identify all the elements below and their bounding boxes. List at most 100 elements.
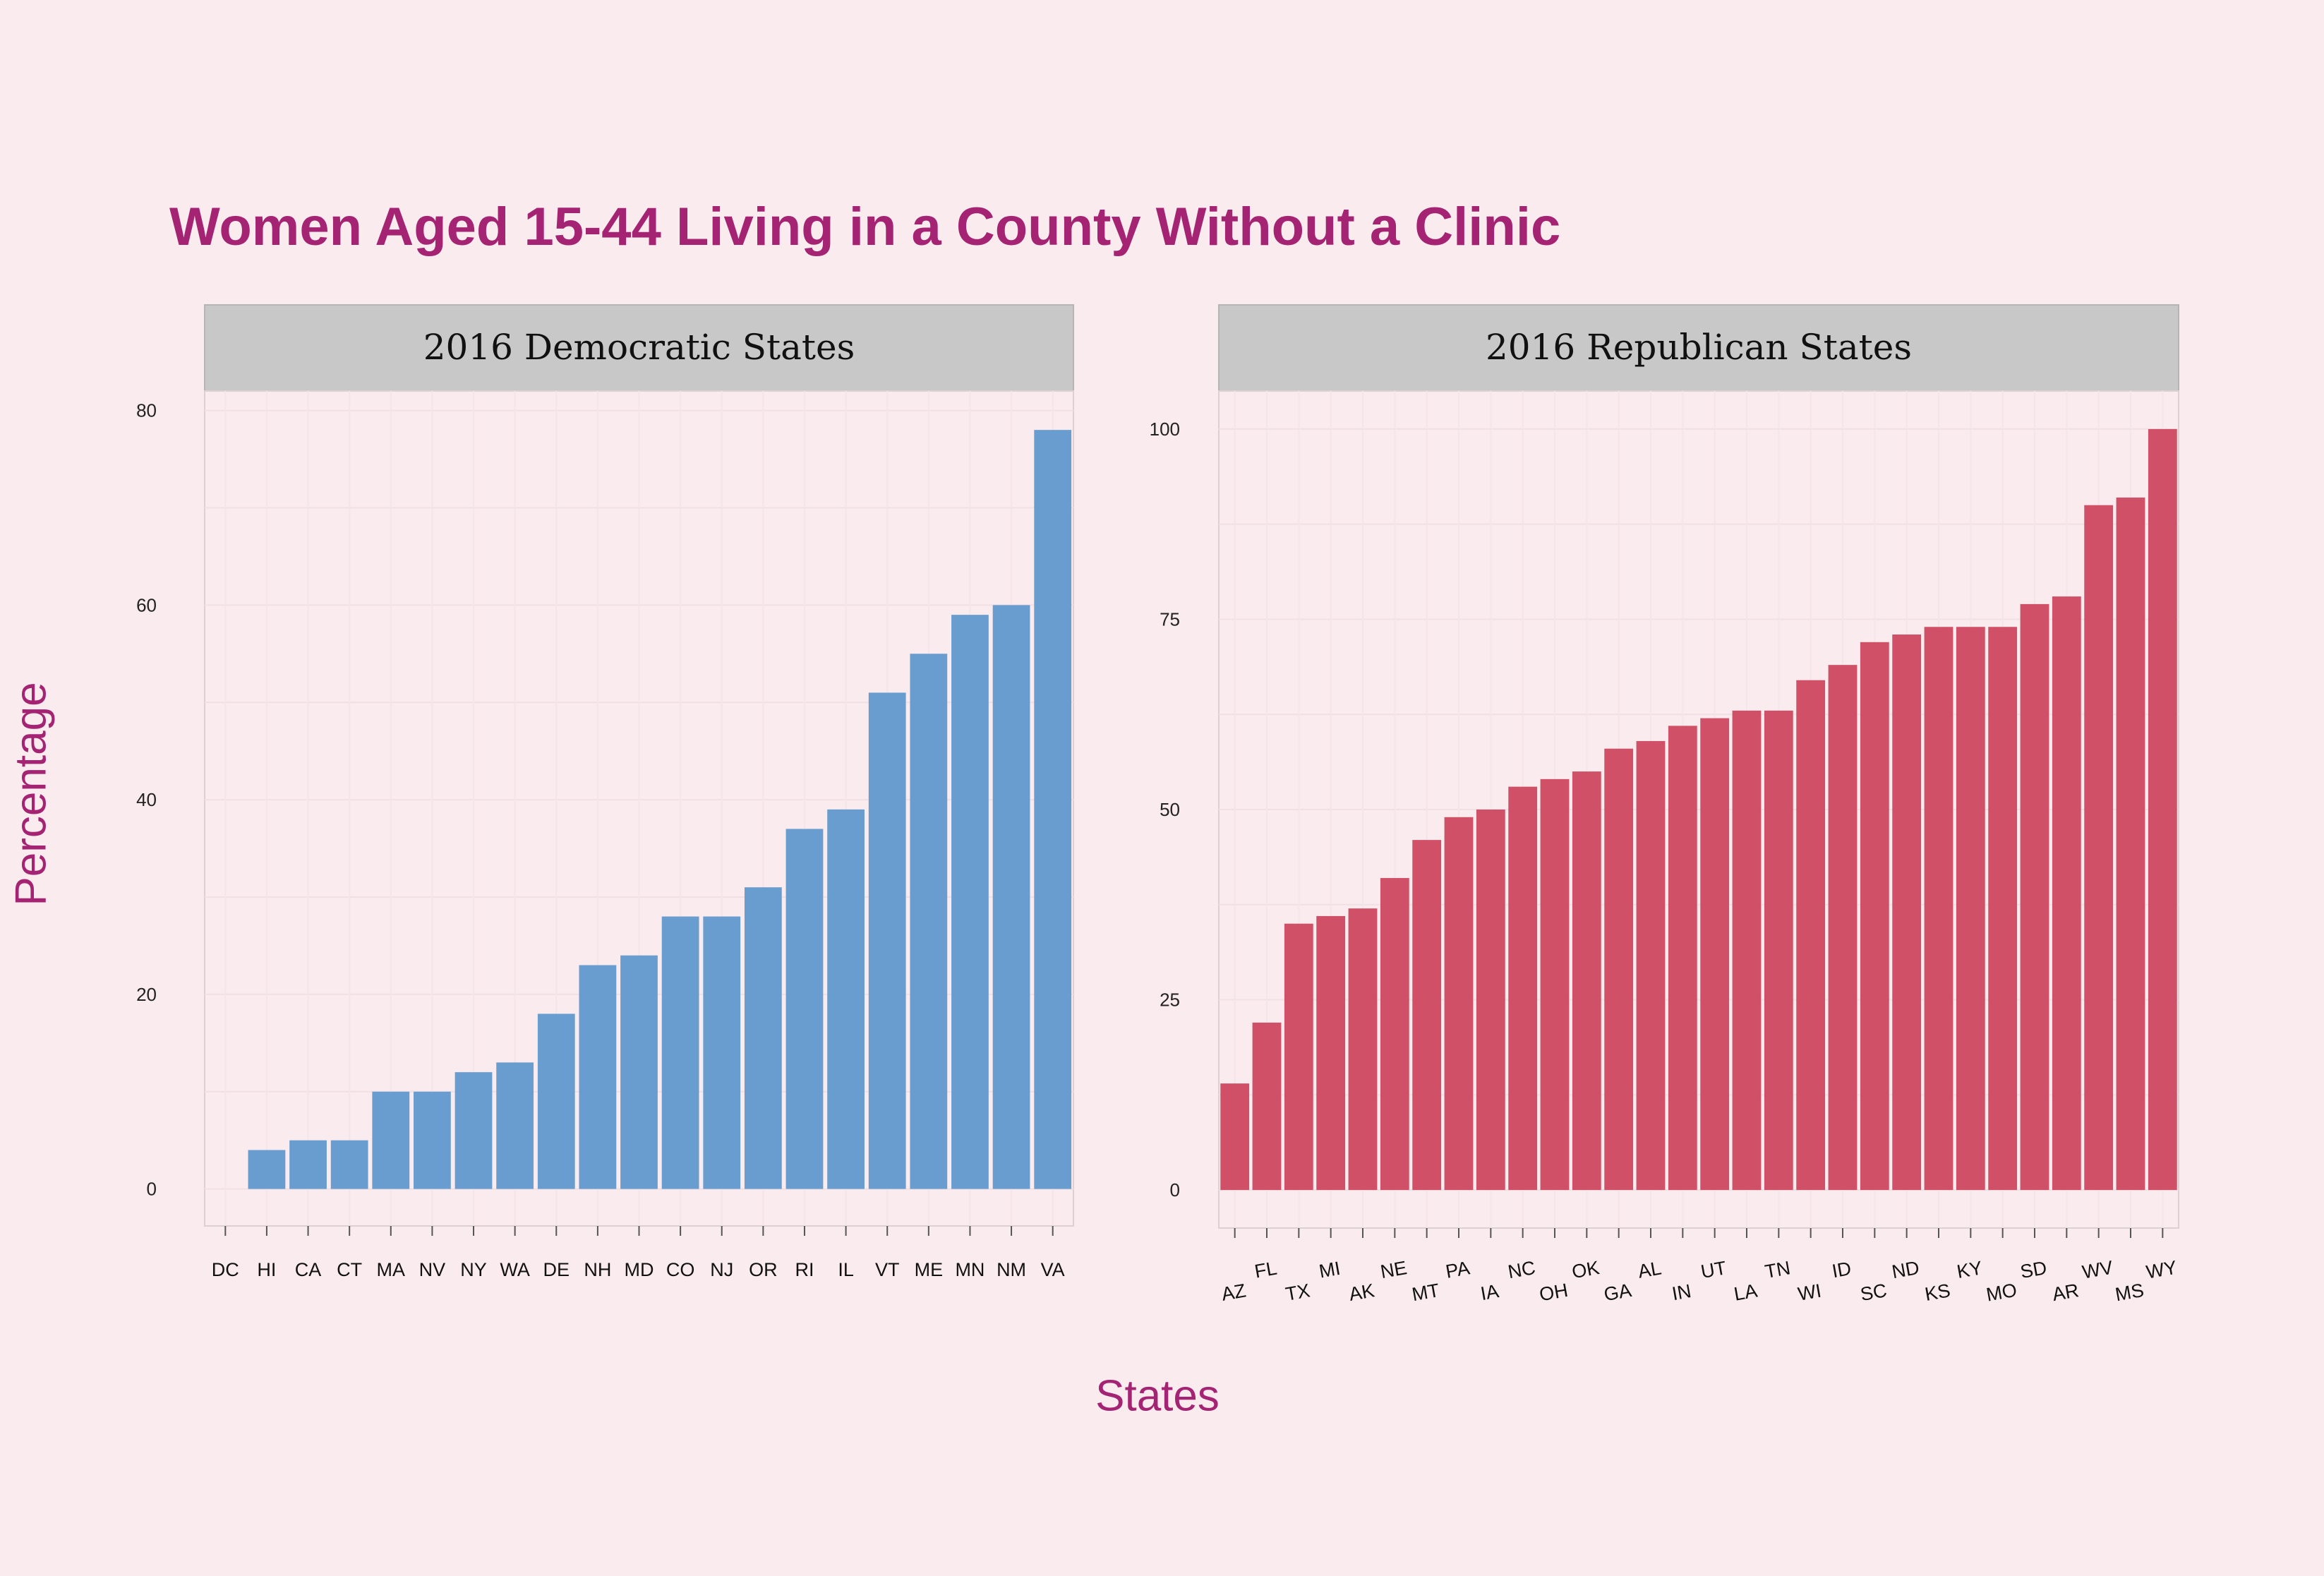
rep-bar-MI: [1316, 915, 1346, 1191]
rep-strip: [1218, 304, 2179, 392]
dem-bar-MN: [951, 615, 989, 1189]
rep-bar-NC: [1508, 786, 1538, 1191]
rep-x-tick-label: NE: [1379, 1257, 1409, 1282]
rep-bar-TX: [1284, 923, 1313, 1191]
rep-bar-IN: [1668, 726, 1697, 1191]
rep-x-tick-label: MT: [1410, 1280, 1441, 1305]
rep-bar-SC: [1860, 642, 1889, 1191]
dem-y-tick-label: 80: [136, 400, 157, 421]
dem-bar-NH: [579, 965, 617, 1189]
rep-y-tick-label: 100: [1150, 419, 1180, 440]
rep-bar-AR: [2052, 596, 2081, 1191]
dem-bar-RI: [785, 829, 824, 1189]
rep-bar-SD: [2020, 603, 2049, 1191]
rep-x-tick-label: AK: [1347, 1280, 1376, 1305]
rep-x-tick-label: WV: [2081, 1257, 2114, 1283]
rep-x-tick-label: IA: [1479, 1280, 1500, 1304]
rep-x-tick-label: OK: [1570, 1257, 1601, 1282]
rep-bar-WY: [2148, 428, 2177, 1191]
dem-x-tick-label: MA: [377, 1259, 406, 1280]
dem-bar-CT: [330, 1140, 368, 1189]
rep-bar-TN: [1764, 710, 1793, 1191]
dem-x-tick-label: ME: [915, 1259, 944, 1280]
rep-bar-AK: [1348, 908, 1378, 1191]
rep-x-tick-label: PA: [1444, 1257, 1471, 1282]
dem-bar-NY: [454, 1072, 493, 1189]
rep-bar-PA: [1444, 817, 1474, 1191]
dem-x-tick-label: NV: [419, 1259, 446, 1280]
rep-bar-KY: [1956, 627, 1985, 1191]
dem-strip-title: 2016 Democratic States: [423, 327, 855, 368]
rep-bar-IA: [1476, 810, 1505, 1191]
rep-x-tick-label: AL: [1637, 1257, 1663, 1282]
rep-bar-KS: [1924, 627, 1953, 1191]
rep-x-tick-label: OH: [1538, 1280, 1570, 1306]
dem-bar-MD: [620, 955, 658, 1189]
rep-x-tick-label: UT: [1699, 1257, 1728, 1282]
rep-bar-ND: [1892, 634, 1922, 1191]
rep-y-tick-label: 50: [1160, 799, 1180, 820]
rep-bar-AL: [1636, 740, 1666, 1191]
dem-x-tick-label: DE: [543, 1259, 570, 1280]
dem-y-tick-label: 40: [136, 789, 157, 810]
rep-x-tick-label: MI: [1318, 1258, 1342, 1282]
rep-bar-FL: [1252, 1022, 1282, 1191]
rep-bar-OH: [1540, 778, 1570, 1191]
rep-x-tick-label: TN: [1763, 1257, 1792, 1282]
rep-bar-WI: [1796, 680, 1826, 1191]
dem-facet: 2016 Democratic States 0 20 40 60 80 DC HI CA CT M…: [136, 304, 1074, 1280]
dem-bar-NM: [992, 605, 1030, 1189]
rep-x-tick-label: LA: [1733, 1280, 1759, 1304]
dem-y-tick-label: 0: [147, 1179, 157, 1200]
dem-x-tick-label: VT: [875, 1259, 900, 1280]
rep-y-tick-label: 25: [1160, 989, 1180, 1011]
rep-x-tick-label: KS: [1923, 1280, 1952, 1305]
dem-bar-OR: [744, 887, 782, 1189]
rep-x-tick-label: MS: [2114, 1280, 2145, 1306]
dem-x-tick-label: CA: [295, 1259, 322, 1280]
rep-bar-LA: [1732, 710, 1762, 1191]
chart-title: Women Aged 15-44 Living in a County With…: [169, 197, 1561, 257]
dem-x-tick-label: CO: [666, 1259, 695, 1280]
dem-x-tick-label: HI: [257, 1259, 276, 1280]
rep-strip-title: 2016 Republican States: [1486, 327, 1912, 368]
rep-x-tick-label: WY: [2145, 1257, 2179, 1283]
x-axis-title: States: [1095, 1371, 1220, 1421]
rep-bar-UT: [1700, 718, 1730, 1191]
dem-x-tick-label: NY: [460, 1259, 487, 1280]
rep-bar-NE: [1380, 878, 1409, 1191]
dem-x-tick-label: NH: [584, 1259, 611, 1280]
rep-bar-GA: [1604, 748, 1634, 1191]
rep-x-tick-label: KY: [1955, 1257, 1984, 1282]
rep-x-tick-label: AZ: [1220, 1280, 1248, 1305]
dem-x-tick-label: CT: [337, 1259, 362, 1280]
dem-bar-NJ: [703, 916, 741, 1189]
dem-x-tick-label: OR: [749, 1259, 778, 1280]
rep-x-tick-label: IN: [1670, 1280, 1693, 1304]
rep-x-tick-label: SD: [2018, 1257, 2048, 1282]
dem-x-tick-label: VA: [1041, 1259, 1065, 1280]
dem-x-tick-label: NJ: [710, 1259, 733, 1280]
dem-bar-CA: [289, 1140, 327, 1189]
dem-x-tick-label: DC: [212, 1259, 239, 1280]
dem-bar-VT: [868, 692, 906, 1189]
dem-x-tick-label: MN: [955, 1259, 985, 1280]
rep-bar-WV: [2084, 505, 2114, 1191]
dem-y-tick-label: 20: [136, 984, 157, 1005]
dem-bar-NV: [414, 1091, 451, 1189]
rep-bar-MO: [1988, 627, 2018, 1191]
rep-x-tick-label: MO: [1985, 1280, 2018, 1306]
rep-y-tick-label: 75: [1160, 608, 1180, 630]
rep-bar-AZ: [1220, 1083, 1250, 1191]
rep-x-tick-label: FL: [1253, 1258, 1278, 1282]
dem-x-tick-label: RI: [795, 1259, 814, 1280]
dem-bar-VA: [1034, 430, 1072, 1189]
dem-bar-ME: [910, 654, 948, 1189]
rep-bar-OK: [1572, 771, 1601, 1191]
rep-x-tick-label: SC: [1859, 1280, 1889, 1305]
rep-bar-MS: [2116, 497, 2145, 1191]
dem-bar-MA: [372, 1091, 410, 1189]
dem-x-tick-label: IL: [838, 1259, 854, 1280]
